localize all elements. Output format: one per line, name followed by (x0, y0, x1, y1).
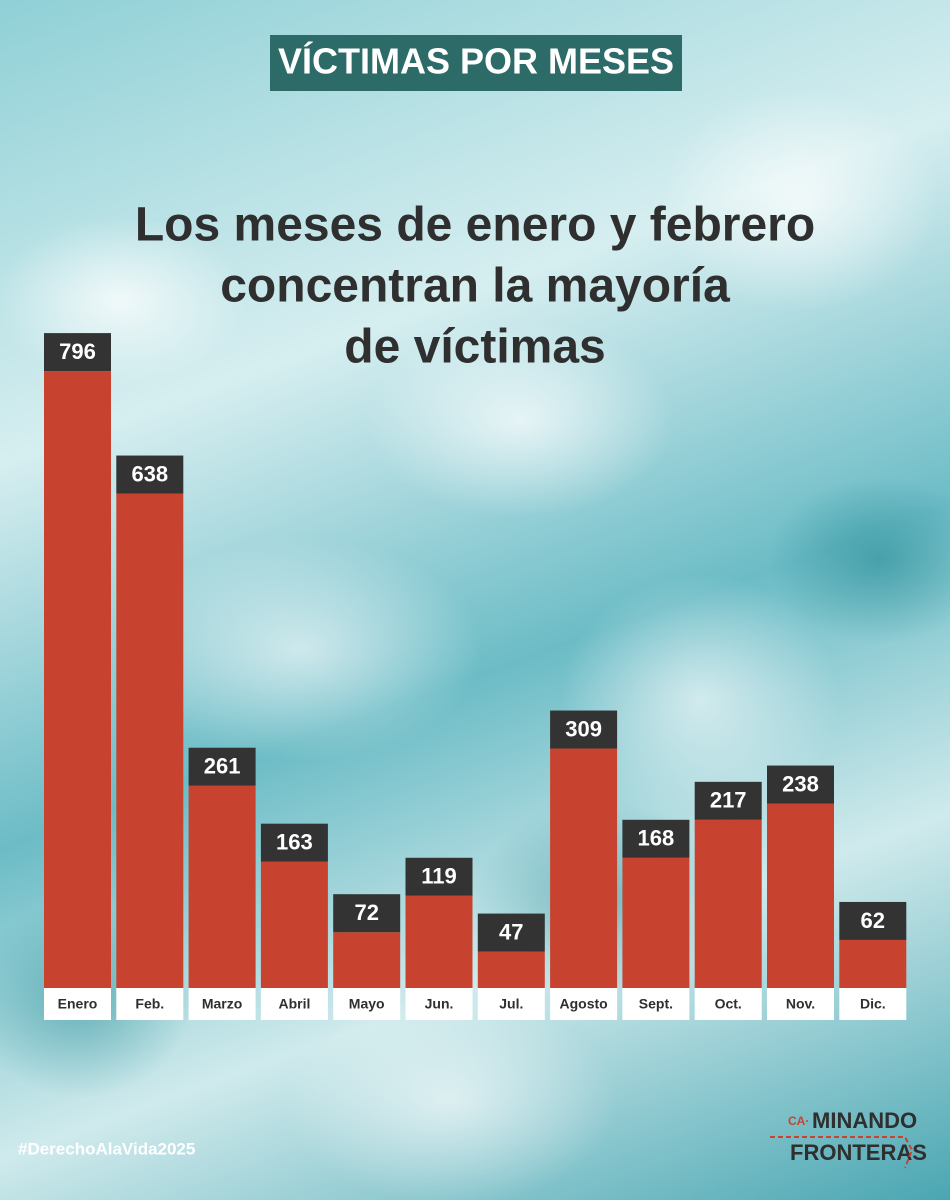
value-box (333, 894, 401, 933)
bar (550, 748, 618, 988)
bar (477, 951, 545, 988)
value-label: 217 (710, 788, 747, 813)
bar (767, 803, 834, 988)
value-label: 796 (59, 339, 96, 364)
x-tick-label: Jul. (499, 996, 523, 1012)
category-box (550, 988, 618, 1020)
value-label: 62 (861, 908, 885, 933)
bar (116, 493, 184, 988)
value-label: 72 (354, 900, 378, 925)
x-tick-label: Abril (278, 996, 310, 1012)
category-box (622, 988, 690, 1020)
logo-text: FRONTERAS (790, 1140, 927, 1165)
value-label: 238 (782, 771, 819, 796)
logo-prefix: CA· (788, 1114, 809, 1128)
x-tick-label: Oct. (715, 996, 742, 1012)
value-box (116, 455, 184, 494)
subtitle-line: Los meses de enero y febrero (135, 199, 815, 252)
bar (44, 371, 111, 989)
hashtag: #DerechoAlaVida2025 (18, 1139, 195, 1158)
category-box (260, 988, 328, 1020)
x-tick-label: Mayo (349, 996, 385, 1012)
bar (622, 857, 690, 988)
value-box (260, 823, 328, 862)
value-box (694, 781, 762, 820)
category-box (188, 988, 256, 1020)
value-label: 119 (421, 864, 457, 889)
bar (405, 895, 473, 988)
x-tick-label: Nov. (786, 996, 815, 1012)
bar (839, 939, 907, 988)
category-box (767, 988, 834, 1020)
value-label: 638 (131, 461, 168, 486)
category-box (839, 988, 907, 1020)
value-box (767, 765, 834, 804)
x-tick-label: Marzo (202, 996, 242, 1012)
logo-path (770, 1136, 914, 1169)
x-tick-label: Jun. (425, 996, 454, 1012)
value-label: 47 (499, 919, 523, 944)
category-box (405, 988, 473, 1020)
category-box (333, 988, 401, 1020)
category-box (116, 988, 184, 1020)
category-box (477, 988, 545, 1020)
value-box (839, 901, 907, 940)
logo-text: MINANDO (812, 1108, 917, 1133)
value-box (550, 710, 618, 749)
bar (333, 932, 401, 988)
value-box (188, 747, 256, 786)
x-tick-label: Dic. (860, 996, 886, 1012)
bar (260, 861, 328, 988)
category-box (694, 988, 762, 1020)
subtitle-line: de víctimas (344, 321, 605, 374)
value-box (477, 913, 545, 952)
category-box (44, 988, 111, 1020)
chart-title: VÍCTIMAS POR MESES (278, 41, 674, 82)
value-label: 261 (204, 754, 241, 779)
value-box (622, 819, 690, 858)
subtitle-line: concentran la mayoría (220, 260, 730, 313)
x-tick-label: Feb. (135, 996, 164, 1012)
x-tick-label: Sept. (639, 996, 673, 1012)
value-box (405, 857, 473, 896)
value-label: 163 (276, 829, 313, 854)
x-tick-label: Enero (58, 996, 98, 1012)
title-box (270, 35, 682, 91)
value-box (44, 333, 111, 372)
x-tick-label: Agosto (559, 996, 607, 1012)
value-label: 168 (638, 826, 675, 851)
bar (188, 785, 256, 988)
value-label: 309 (565, 716, 602, 741)
bar (694, 819, 762, 988)
